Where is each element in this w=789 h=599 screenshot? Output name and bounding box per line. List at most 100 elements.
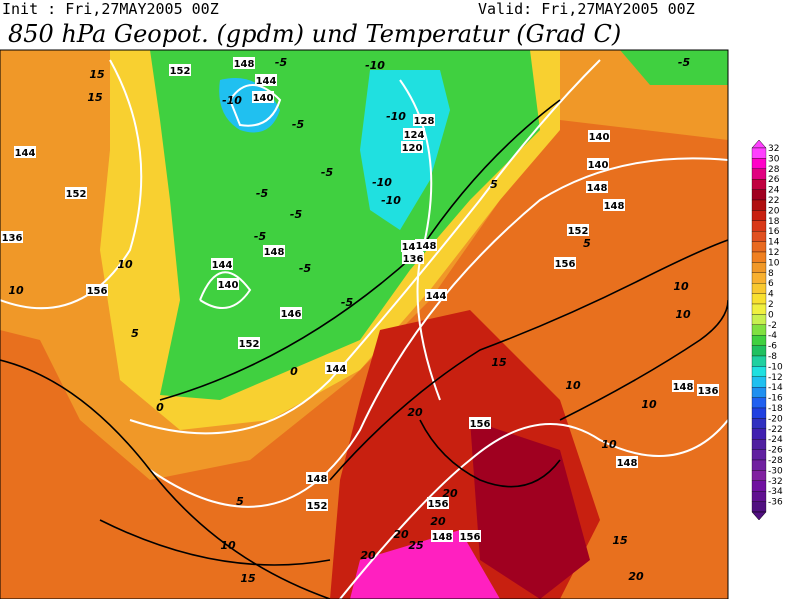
colorbar-label: 14 xyxy=(768,238,780,248)
colorbar-swatch xyxy=(751,189,767,201)
label-box xyxy=(211,258,233,270)
label-box xyxy=(306,499,328,511)
colorbar-label: 28 xyxy=(768,165,780,175)
label-box xyxy=(403,128,425,140)
label-box xyxy=(280,307,302,319)
map-title: 850 hPa Geopot. (gpdm) und Temperatur (G… xyxy=(8,20,621,48)
temperature-label: -5 xyxy=(256,187,269,200)
colorbar-label: 20 xyxy=(768,206,780,216)
label-box xyxy=(325,362,347,374)
temperature-label: 15 xyxy=(612,534,628,547)
label-box xyxy=(554,257,576,269)
geopotential-label: 124 xyxy=(404,130,425,141)
geopotential-label: 136 xyxy=(698,386,719,397)
colorbar-swatch xyxy=(751,262,767,273)
geopotential-label: 128 xyxy=(414,116,435,127)
label-box xyxy=(459,530,481,542)
colorbar-bottom-arrow xyxy=(751,511,767,521)
colorbar-label: -32 xyxy=(768,477,783,487)
geopotential-label: 144 xyxy=(256,76,277,87)
colorbar-swatch xyxy=(751,439,767,450)
geopotential-label: 148 xyxy=(673,382,694,393)
color-bar: 32302826242220181614121086420-2-4-6-8-10… xyxy=(751,139,783,521)
colorbar-label: -34 xyxy=(768,487,783,497)
temperature-label: 5 xyxy=(236,495,244,508)
colorbar-label: -8 xyxy=(768,352,777,362)
colorbar-swatch xyxy=(751,283,767,294)
geopotential-label: 148 xyxy=(307,474,328,485)
colorbar-label: 10 xyxy=(768,258,780,268)
colorbar-swatch xyxy=(751,251,767,263)
geopotential-label: 148 xyxy=(234,59,255,70)
geopotential-label: 156 xyxy=(470,419,491,430)
temperature-label: 10 xyxy=(565,379,581,392)
colorbar-label: 0 xyxy=(768,310,774,320)
map-field xyxy=(0,49,729,599)
colorbar-label: -14 xyxy=(768,383,783,393)
colorbar-label: 32 xyxy=(768,144,779,154)
geopotential-label: 140 xyxy=(253,93,274,104)
colorbar-label: 12 xyxy=(768,248,779,258)
colorbar-label: -36 xyxy=(768,498,783,508)
colorbar-swatch xyxy=(751,168,767,180)
colorbar-swatch xyxy=(751,241,767,253)
geopotential-label: 148 xyxy=(587,183,608,194)
geopotential-label: 140 xyxy=(589,132,610,143)
valid-time: Valid: Fri,27MAY2005 00Z xyxy=(478,0,695,18)
colorbar-swatch xyxy=(751,418,767,429)
label-box xyxy=(427,497,449,509)
temperature-label: 5 xyxy=(490,178,498,191)
colorbar-label: 8 xyxy=(768,269,774,279)
temperature-label: -5 xyxy=(299,262,312,275)
colorbar-label: 2 xyxy=(768,300,774,310)
temperature-label: 20 xyxy=(628,570,644,583)
colorbar-label: -24 xyxy=(768,435,783,445)
colorbar-swatch xyxy=(751,387,767,398)
geopotential-label: 120 xyxy=(402,143,423,154)
colorbar-swatch xyxy=(751,314,767,325)
geopotential-label: 148 xyxy=(604,201,625,212)
colorbar-swatch xyxy=(751,501,767,513)
label-box xyxy=(263,245,285,257)
temperature-label: 0 xyxy=(156,401,164,414)
colorbar-label: -20 xyxy=(768,414,783,424)
colorbar-label: -16 xyxy=(768,394,783,404)
colorbar-swatch xyxy=(751,147,767,159)
colorbar-swatch xyxy=(751,449,767,461)
colorbar-swatch xyxy=(751,324,767,336)
geopotential-label: 136 xyxy=(2,233,23,244)
label-box xyxy=(672,380,694,392)
temperature-label: -10 xyxy=(381,194,401,207)
label-box xyxy=(252,91,274,103)
label-box xyxy=(14,146,36,158)
temperature-label: 10 xyxy=(673,280,689,293)
geopotential-label: 140 xyxy=(588,160,609,171)
label-box xyxy=(431,530,453,542)
colorbar-swatch xyxy=(751,272,767,284)
geopotential-label: 156 xyxy=(87,286,108,297)
geopotential-label: 136 xyxy=(403,254,424,265)
colorbar-swatch xyxy=(751,491,767,502)
label-box xyxy=(255,74,277,86)
temperature-label: -10 xyxy=(372,176,392,189)
label-box xyxy=(616,456,638,468)
label-box xyxy=(415,239,437,251)
temperature-label: 15 xyxy=(89,68,105,81)
label-box xyxy=(233,57,255,69)
temperature-label: -5 xyxy=(678,56,691,69)
colorbar-label: -26 xyxy=(768,446,783,456)
colorbar-label: -12 xyxy=(768,373,783,383)
temperature-label: 10 xyxy=(601,438,617,451)
colorbar-swatch xyxy=(751,407,767,419)
temperature-label: -5 xyxy=(254,230,267,243)
colorbar-swatch xyxy=(751,428,767,440)
colorbar-label: -18 xyxy=(768,404,783,414)
label-box xyxy=(1,231,23,243)
temperature-label: 20 xyxy=(407,406,423,419)
geopotential-label: 156 xyxy=(555,259,576,270)
label-box xyxy=(402,252,424,264)
colorbar-swatch xyxy=(751,231,767,242)
colorbar-label: 24 xyxy=(768,186,780,196)
colorbar-label: -30 xyxy=(768,466,783,476)
label-box xyxy=(567,224,589,236)
